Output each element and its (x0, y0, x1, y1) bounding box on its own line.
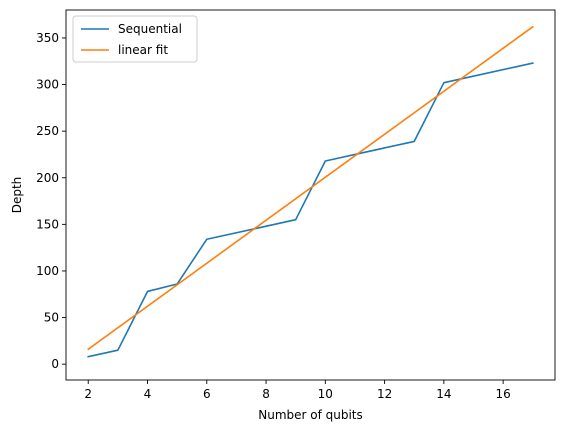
y-axis: 0 50 100 150 200 250 300 350 (36, 31, 66, 371)
y-tick-label: 50 (44, 311, 59, 325)
legend-label: linear fit (118, 43, 168, 57)
x-tick-label: 14 (436, 387, 451, 401)
legend-label: Sequential (118, 22, 182, 36)
x-tick-label: 4 (144, 387, 152, 401)
y-tick-label: 250 (36, 124, 59, 138)
x-tick-label: 16 (495, 387, 510, 401)
x-tick-label: 12 (377, 387, 392, 401)
y-tick-label: 300 (36, 78, 59, 92)
y-tick-label: 200 (36, 171, 59, 185)
legend: Sequential linear fit (72, 15, 198, 63)
y-tick-label: 100 (36, 264, 59, 278)
plot-frame (66, 10, 555, 380)
y-axis-label: Depth (10, 177, 24, 214)
x-axis: 2 4 6 8 10 12 14 16 (84, 380, 511, 401)
x-tick-label: 2 (84, 387, 92, 401)
y-tick-label: 350 (36, 31, 59, 45)
series-layer (87, 25, 534, 358)
axes-frame (65, 9, 556, 381)
y-tick-label: 150 (36, 217, 59, 231)
plot-area (65, 9, 556, 381)
series-line-sequential (87, 62, 534, 358)
y-tick-label: 0 (51, 357, 59, 371)
x-axis-label: Number of qubits (258, 408, 363, 422)
series-line-linear-fit (87, 25, 534, 351)
x-tick-label: 6 (203, 387, 211, 401)
x-tick-label: 8 (262, 387, 270, 401)
x-tick-label: 10 (318, 387, 333, 401)
axes-spines (65, 9, 556, 381)
